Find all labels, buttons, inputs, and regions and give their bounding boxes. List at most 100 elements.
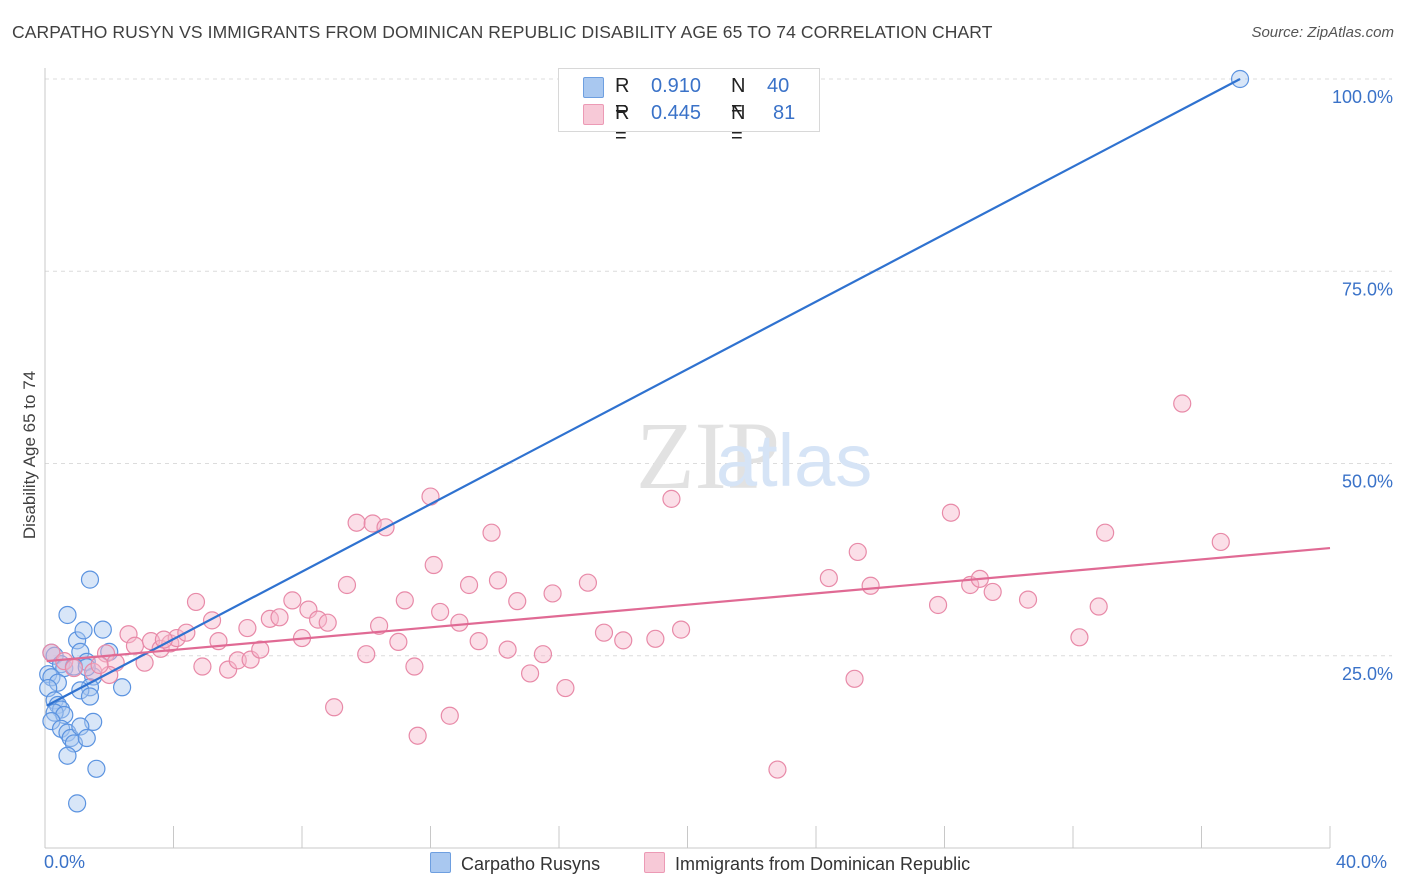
trend-line-dominican bbox=[46, 546, 1331, 663]
data-point bbox=[87, 759, 106, 778]
data-point bbox=[270, 608, 289, 627]
data-point bbox=[74, 621, 93, 640]
data-point bbox=[71, 717, 90, 736]
y-tick-label: 50.0% bbox=[1342, 472, 1393, 492]
data-point bbox=[77, 728, 96, 748]
legend-swatch-dominican bbox=[644, 852, 665, 873]
n-label: N = bbox=[731, 102, 746, 147]
data-point bbox=[1211, 532, 1230, 552]
data-point bbox=[58, 605, 77, 625]
y-tick-label: 25.0% bbox=[1342, 664, 1393, 684]
data-point bbox=[93, 620, 112, 639]
data-point bbox=[646, 629, 665, 648]
data-point bbox=[1089, 597, 1108, 616]
n-label: N = bbox=[731, 75, 746, 120]
series-dominican bbox=[42, 394, 1230, 779]
data-point bbox=[482, 523, 501, 542]
data-point bbox=[928, 595, 948, 615]
r-value: 0.910 bbox=[651, 75, 702, 97]
data-point bbox=[58, 746, 77, 765]
data-point bbox=[845, 669, 864, 688]
y-tick-label: 75.0% bbox=[1342, 279, 1393, 299]
r-label: R = bbox=[615, 75, 630, 120]
data-point bbox=[119, 625, 138, 644]
data-point bbox=[80, 570, 100, 589]
data-point bbox=[389, 632, 408, 652]
data-point bbox=[520, 664, 540, 683]
data-point bbox=[819, 568, 838, 588]
grid-lines bbox=[45, 78, 1392, 657]
data-point bbox=[768, 760, 787, 779]
chart-title: CARPATHO RUSYN VS IMMIGRANTS FROM DOMINI… bbox=[12, 22, 993, 42]
data-point bbox=[556, 678, 575, 698]
watermark: ZIP atlas bbox=[636, 402, 872, 509]
data-point bbox=[861, 576, 880, 595]
data-point bbox=[370, 616, 389, 635]
data-point bbox=[578, 573, 598, 592]
trend-lines bbox=[46, 78, 1331, 707]
data-point bbox=[228, 651, 247, 670]
data-point bbox=[543, 584, 562, 603]
data-point bbox=[408, 726, 427, 745]
legend-item-carpatho: Carpatho Rusyns bbox=[430, 852, 600, 875]
y-tick-labels: 25.0% 50.0% 75.0% 100.0% bbox=[1332, 87, 1393, 684]
source-credit: Source: ZipAtlas.com bbox=[1251, 24, 1394, 41]
legend-swatch-dominican bbox=[583, 104, 604, 125]
data-point bbox=[594, 623, 614, 642]
correlation-legend: R = 0.910 N = 40 R = 0.445 N = 81 bbox=[558, 68, 820, 147]
data-point bbox=[533, 645, 553, 664]
data-point bbox=[299, 600, 318, 619]
data-point bbox=[202, 611, 222, 630]
data-point bbox=[671, 620, 691, 639]
data-point bbox=[112, 678, 132, 697]
data-point bbox=[508, 592, 527, 611]
data-point bbox=[488, 571, 508, 590]
data-point bbox=[848, 542, 867, 562]
data-point bbox=[238, 618, 257, 638]
data-point bbox=[68, 631, 87, 650]
data-point bbox=[96, 644, 116, 663]
data-point bbox=[193, 657, 212, 676]
data-point bbox=[80, 687, 100, 706]
data-point bbox=[469, 632, 488, 651]
data-points bbox=[39, 69, 1250, 813]
legend-label-dominican: Immigrants from Dominican Republic bbox=[675, 854, 971, 874]
data-point bbox=[662, 489, 681, 508]
data-point bbox=[424, 555, 443, 575]
data-point bbox=[154, 630, 173, 649]
data-point bbox=[431, 602, 450, 622]
data-point bbox=[459, 575, 479, 595]
r-value: 0.445 bbox=[651, 102, 702, 124]
watermark-zip: ZIP bbox=[636, 402, 780, 509]
data-point bbox=[395, 591, 414, 610]
data-point bbox=[90, 655, 109, 675]
data-point bbox=[1096, 523, 1115, 542]
data-point bbox=[405, 657, 424, 676]
data-point bbox=[347, 513, 366, 532]
data-point bbox=[983, 582, 1002, 602]
legend-label-carpatho: Carpatho Rusyns bbox=[461, 854, 601, 874]
data-point bbox=[64, 658, 84, 678]
data-point bbox=[68, 794, 87, 813]
watermark-atlas: atlas bbox=[716, 419, 872, 502]
legend-swatch-carpatho bbox=[430, 852, 451, 873]
data-point bbox=[125, 636, 145, 655]
x-axis-min-label: 0.0% bbox=[44, 852, 86, 872]
data-point bbox=[241, 650, 260, 669]
data-point bbox=[337, 575, 357, 595]
data-point bbox=[498, 640, 517, 659]
data-point bbox=[1018, 590, 1038, 609]
data-point bbox=[251, 640, 270, 659]
data-point bbox=[325, 698, 344, 717]
data-point bbox=[450, 613, 469, 632]
data-point bbox=[42, 712, 61, 731]
legend-swatch-carpatho bbox=[583, 77, 604, 98]
axes bbox=[44, 68, 1331, 849]
x-axis-max-label: 40.0% bbox=[1336, 852, 1388, 872]
data-point bbox=[941, 503, 961, 522]
data-point bbox=[421, 487, 440, 506]
data-point bbox=[357, 645, 376, 664]
data-point bbox=[1070, 628, 1089, 647]
data-point bbox=[219, 660, 238, 679]
